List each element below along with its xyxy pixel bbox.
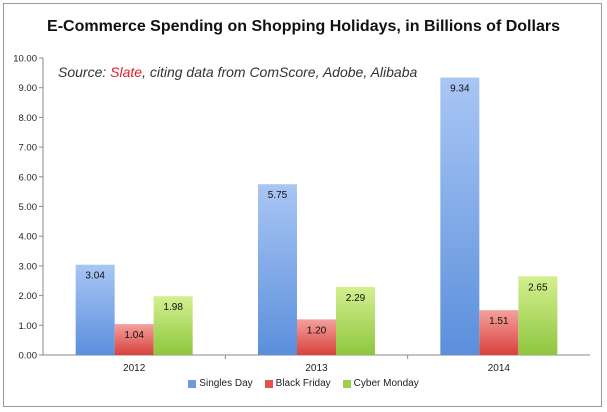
bar-cyber-monday-2014	[518, 276, 558, 355]
source-name: Slate	[110, 64, 143, 80]
data-label-black-friday-2013: 1.20	[307, 325, 327, 336]
source-prefix: Source:	[58, 64, 111, 80]
legend-item-singles-day: Singles Day	[188, 378, 253, 389]
chart-bars	[75, 77, 558, 356]
bar-singles-day-2012	[75, 264, 115, 355]
legend-label-singles-day: Singles Day	[199, 378, 253, 389]
data-label-singles-day-2012: 3.04	[85, 271, 105, 282]
legend-label-cyber-monday: Cyber Monday	[353, 378, 419, 389]
y-tick-label: 6.00	[19, 172, 38, 183]
y-tick-label: 4.00	[19, 232, 38, 243]
data-label-singles-day-2014: 9.34	[450, 84, 470, 95]
legend-swatch-singles-day	[188, 379, 197, 388]
data-label-cyber-monday-2014: 2.65	[528, 282, 548, 293]
y-tick-label: 8.00	[19, 113, 38, 124]
data-label-singles-day-2013: 5.75	[268, 190, 288, 201]
data-label-cyber-monday-2012: 1.98	[163, 302, 183, 313]
legend-item-cyber-monday: Cyber Monday	[342, 378, 419, 389]
y-tick-label: 9.00	[19, 83, 38, 94]
y-tick-label: 0.00	[19, 351, 38, 362]
y-tick-label: 1.00	[19, 321, 38, 332]
y-tick-label: 7.00	[19, 143, 38, 154]
legend-item-black-friday: Black Friday	[264, 378, 331, 389]
x-tick-label-2012: 2012	[123, 363, 146, 374]
chart-labels: 3.04 1.04 1.98 5.75 1.20 2.29 9.34 1.51 2.65	[85, 84, 548, 342]
data-label-black-friday-2012: 1.04	[124, 330, 144, 341]
y-tick-label: 3.00	[19, 261, 38, 272]
source-suffix: , citing data from ComScore, Adobe, Alib…	[142, 64, 418, 80]
legend-label-black-friday: Black Friday	[275, 378, 331, 389]
bar-singles-day-2013	[258, 184, 297, 355]
bar-singles-day-2014	[440, 77, 480, 356]
bar-cyber-monday-2012	[153, 296, 193, 355]
bar-black-friday-2014	[479, 310, 519, 355]
data-label-cyber-monday-2013: 2.29	[346, 293, 366, 304]
y-tick-label: 5.00	[19, 202, 38, 213]
bar-cyber-monday-2013	[336, 286, 375, 355]
x-tick-label-2014: 2014	[488, 363, 511, 374]
x-tick-label-2013: 2013	[305, 363, 328, 374]
legend-swatch-black-friday	[264, 379, 273, 388]
y-tick-label: 10.00	[13, 54, 37, 65]
bar-black-friday-2012	[114, 324, 154, 355]
bar-black-friday-2013	[297, 319, 336, 355]
legend-swatch-cyber-monday	[342, 379, 351, 388]
chart-subtitle: Source: Slate, citing data from ComScore…	[58, 64, 417, 80]
data-label-black-friday-2014: 1.51	[489, 316, 509, 327]
chart-legend: Singles Day Black Friday Cyber Monday	[0, 378, 607, 389]
chart-title: E-Commerce Spending on Shopping Holidays…	[47, 18, 560, 35]
y-tick-label: 2.00	[19, 291, 38, 302]
